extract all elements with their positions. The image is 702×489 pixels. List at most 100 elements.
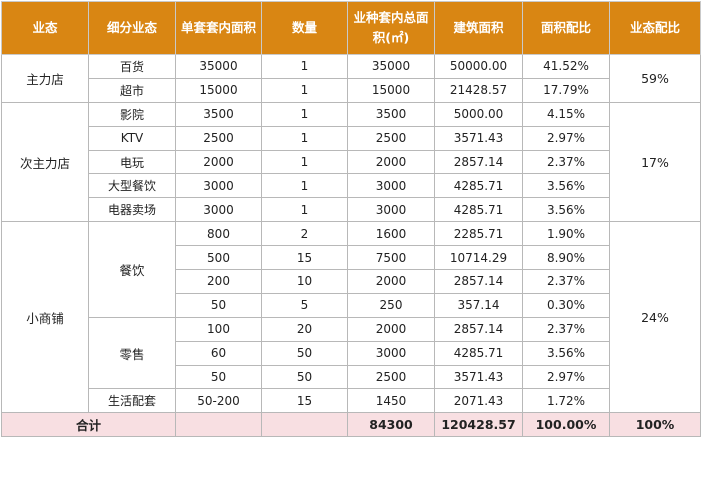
cell-total-area: 35000 [347,54,435,79]
cell-unit-area: 50 [175,364,262,390]
cell-unit-area: 500 [175,245,262,271]
commercial-mix-table: 业态 细分业态 单套套内面积 数量 业种套内总面积(㎡) 建筑面积 面积配比 业… [1,1,701,438]
total-row: 合计 84300 120428.57 100.00% 100% [1,412,701,438]
cell-unit-area: 2500 [175,125,262,151]
cell-total-area: 3000 [347,340,435,366]
total-format-ratio: 100% [609,412,701,438]
cell-qty: 10 [261,269,348,294]
table-row: 主力店 百货 35000 1 35000 50000.00 41.52% 59% [1,54,701,103]
cell-qty: 50 [261,364,348,390]
cell-total-area: 2500 [347,125,435,151]
cell-qty: 1 [261,101,348,127]
cell-total-area: 2000 [347,316,435,342]
cell-unit-area: 60 [175,340,262,366]
header-unit-area: 单套套内面积 [175,1,262,55]
cell-qty: 5 [261,292,348,318]
cell-unit-area: 3500 [175,101,262,127]
cell-gross-area: 21428.57 [434,77,523,103]
cell-gross-area: 357.14 [434,292,523,318]
cell-sub: 影院 [88,101,176,127]
cell-total-area: 3500 [347,101,435,127]
cell-total-area: 2500 [347,364,435,390]
cell-qty: 50 [261,340,348,366]
header-area-ratio: 面积配比 [522,1,610,55]
cell-ratio: 41.52% [522,54,610,79]
cell-total-area: 3000 [347,197,435,223]
cell-ratio: 2.37% [522,269,610,294]
table-row: 零售 100 20 2000 2857.14 2.37% [2,316,701,390]
cell-total-area: 2000 [347,149,435,175]
total-area-ratio: 100.00% [522,412,610,438]
cell-unit-area: 50-200 [175,388,262,414]
cell-unit-area: 35000 [175,54,262,79]
cell-sub: 超市 [88,77,176,103]
cell-ratio: 4.15% [522,101,610,127]
sub-group-catering: 餐饮 [88,221,176,318]
cell-ratio: 3.56% [522,173,610,199]
cell-unit-area: 3000 [175,197,262,223]
table-row: 60 50 3000 4285.71 3.56% [2,340,701,366]
total-label: 合计 [1,412,176,438]
table-row: 500 15 7500 10714.29 8.90% [2,245,701,271]
table-row: 电器卖场 3000 1 3000 4285.71 3.56% [2,197,701,223]
header-total-area: 业种套内总面积(㎡) [347,1,435,55]
table-row: 大型餐饮 3000 1 3000 4285.71 3.56% [2,173,701,199]
header-format-ratio: 业态配比 [609,1,701,55]
total-empty-unit-area [175,412,262,438]
cell-qty: 1 [261,54,348,79]
table-row: 生活配套 50-200 15 1450 2071.43 1.72% [2,388,701,414]
cell-total-area: 2000 [347,269,435,294]
cell-gross-area: 10714.29 [434,245,523,271]
cell-qty: 1 [261,125,348,151]
cell-total-area: 1600 [347,221,435,247]
cell-gross-area: 3571.43 [434,125,523,151]
sub-group-retail: 零售 [88,316,176,390]
cell-ratio: 0.30% [522,292,610,318]
cell-qty: 20 [261,316,348,342]
cell-qty: 1 [261,173,348,199]
cell-gross-area: 2071.43 [434,388,523,414]
cell-unit-area: 200 [175,269,262,294]
cell-unit-area: 100 [175,316,262,342]
cell-total-area: 250 [347,292,435,318]
cell-total-area: 7500 [347,245,435,271]
cell-unit-area: 800 [175,221,262,247]
cell-sub: 电器卖场 [88,197,176,223]
group-small-shops: 小商铺 [1,221,89,414]
cell-gross-area: 3571.43 [434,364,523,390]
cell-sub: KTV [88,125,176,151]
cell-ratio: 2.97% [522,364,610,390]
table-row: 次主力店 影院 3500 1 3500 5000.00 4.15% 17% [1,101,701,223]
group-anchor-stores: 主力店 [1,54,89,103]
cell-sub: 生活配套 [88,388,176,414]
table-row: 200 10 2000 2857.14 2.37% [2,269,701,294]
cell-ratio: 2.97% [522,125,610,151]
total-gross-area: 120428.57 [434,412,523,438]
table-row: 超市 15000 1 15000 21428.57 17.79% [2,77,701,103]
cell-sub: 大型餐饮 [88,173,176,199]
cell-qty: 2 [261,221,348,247]
cell-unit-area: 2000 [175,149,262,175]
header-row: 业态 细分业态 单套套内面积 数量 业种套内总面积(㎡) 建筑面积 面积配比 业… [1,1,701,55]
cell-unit-area: 3000 [175,173,262,199]
cell-total-area: 3000 [347,173,435,199]
group-ratio-small-shops: 24% [609,221,701,414]
total-total-area: 84300 [347,412,435,438]
cell-ratio: 3.56% [522,197,610,223]
cell-sub: 百货 [88,54,176,79]
header-format: 业态 [1,1,89,55]
cell-ratio: 1.90% [522,221,610,247]
cell-gross-area: 2857.14 [434,316,523,342]
table-row: KTV 2500 1 2500 3571.43 2.97% [2,125,701,151]
cell-ratio: 3.56% [522,340,610,366]
cell-qty: 1 [261,149,348,175]
header-quantity: 数量 [261,1,348,55]
cell-qty: 15 [261,388,348,414]
table-row: 电玩 2000 1 2000 2857.14 2.37% [2,149,701,175]
header-gross-area: 建筑面积 [434,1,523,55]
cell-ratio: 2.37% [522,316,610,342]
total-empty-qty [261,412,348,438]
cell-total-area: 1450 [347,388,435,414]
group-sub-anchor-stores: 次主力店 [1,101,89,223]
cell-qty: 1 [261,197,348,223]
